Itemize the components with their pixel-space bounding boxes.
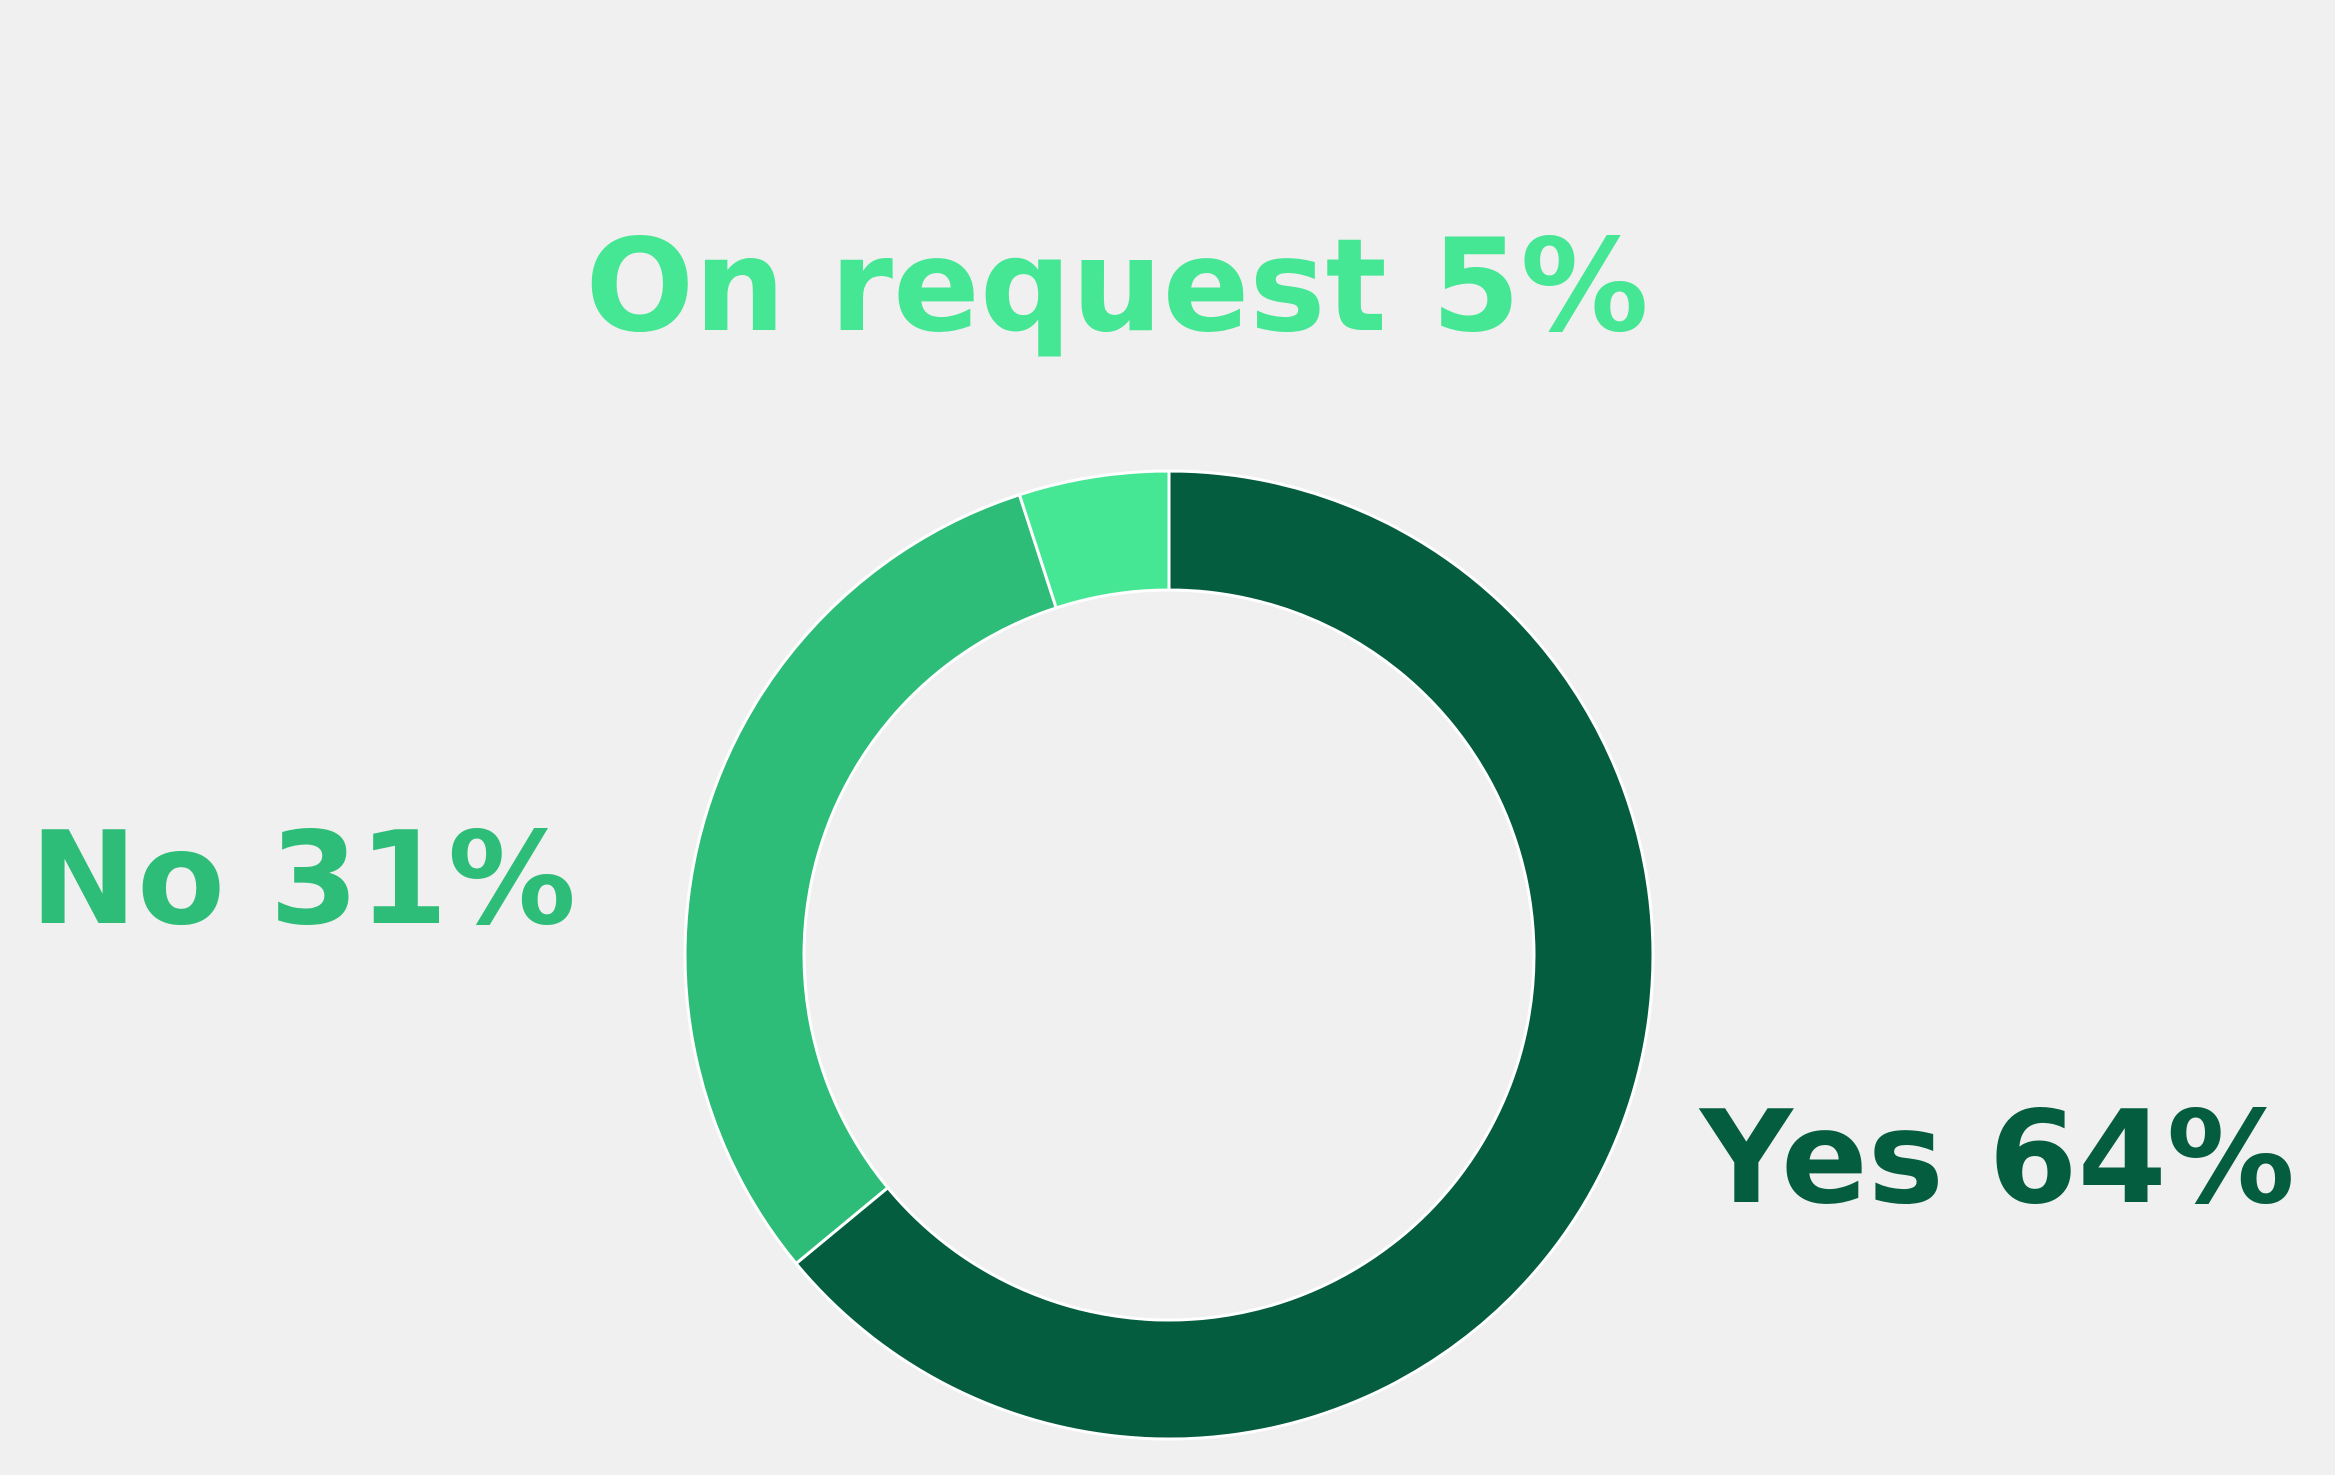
segment-label: Yes 64% xyxy=(1698,1084,2295,1233)
donut-segment xyxy=(683,492,1059,1266)
category-label: No xyxy=(30,805,225,954)
category-label: Yes xyxy=(1698,1084,1944,1233)
donut-segment xyxy=(1017,469,1171,610)
donut-segment xyxy=(793,469,1655,1441)
value-label: 31% xyxy=(270,805,576,954)
category-label: On request xyxy=(585,212,1386,361)
value-label: 5% xyxy=(1431,212,1648,361)
segment-label: No 31% xyxy=(30,805,576,954)
value-label: 64% xyxy=(1989,1084,2295,1233)
segment-label: On request 5% xyxy=(585,212,1648,361)
